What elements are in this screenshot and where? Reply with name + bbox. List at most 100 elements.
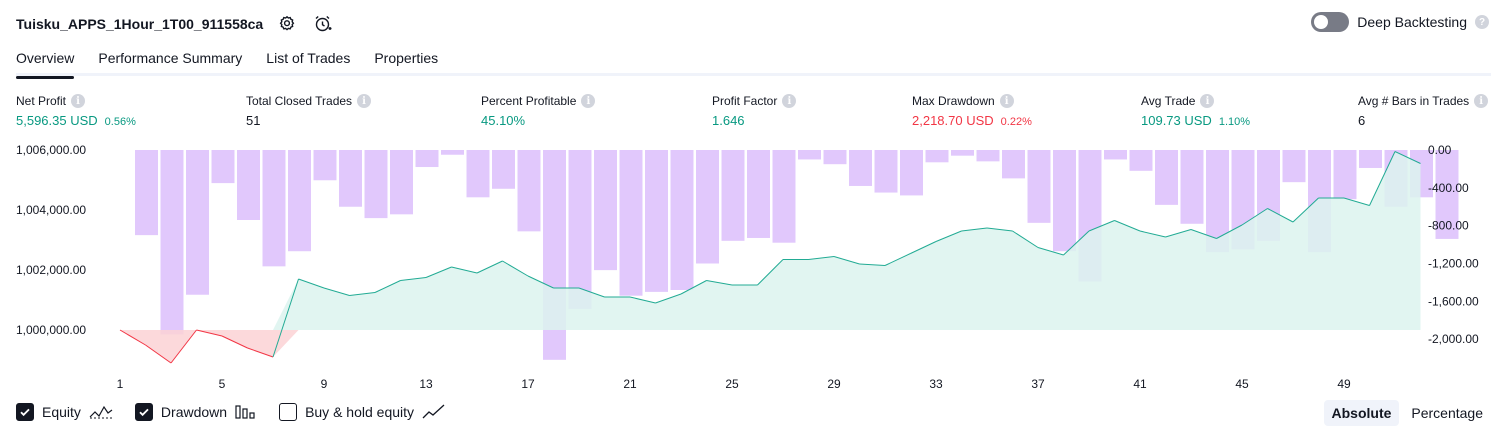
info-icon[interactable]: i: [782, 94, 797, 108]
drawdown-bar: [823, 150, 847, 165]
metric-avg-trade: Avg Trade i 109.73 USD 1.10%: [1141, 93, 1250, 128]
metric-label: Total Closed Trades: [246, 94, 353, 108]
metric-value: 1.646: [712, 113, 745, 128]
add-alert-clock-icon[interactable]: [311, 12, 335, 36]
equity-loss-area: [120, 330, 1421, 363]
drawdown-bar: [900, 150, 923, 196]
x-axis-tick-label: 33: [929, 377, 943, 391]
percentage-button[interactable]: Percentage: [1411, 405, 1483, 421]
metric-label: Profit Factor: [712, 94, 778, 108]
tab-list-of-trades[interactable]: List of Trades: [266, 50, 351, 66]
drawdown-bar: [1027, 150, 1051, 223]
drawdown-bar: [364, 150, 388, 219]
drawdown-bar: [441, 150, 464, 155]
info-icon[interactable]: i: [71, 94, 86, 108]
drawdown-bars-icon: [235, 404, 257, 420]
equity-line-segment: [910, 241, 937, 254]
equity-line-segment: [833, 256, 860, 265]
equity-line-segment: [170, 329, 197, 364]
checkmark-icon: [20, 408, 30, 417]
buy-hold-line-icon: [422, 404, 446, 420]
equity-line-segment: [1369, 151, 1396, 206]
drawdown-bar: [390, 150, 413, 215]
buy-hold-checkbox[interactable]: [279, 403, 298, 421]
metric-percent-profitable: Percent Profitable i 45.10%: [481, 93, 596, 128]
drawdown-bar: [313, 150, 337, 181]
drawdown-bar: [135, 150, 158, 236]
drawdown-bar: [747, 150, 770, 238]
equity-checkbox[interactable]: [16, 403, 34, 421]
info-icon[interactable]: i: [999, 94, 1014, 108]
tab-performance-summary[interactable]: Performance Summary: [98, 50, 243, 66]
deep-backtesting-toggle[interactable]: [1311, 12, 1350, 32]
metric-value: 51: [246, 113, 261, 128]
settings-gear-icon[interactable]: [275, 12, 299, 36]
equity-line-segment: [476, 260, 503, 274]
metric-total-closed-trades: Total Closed Trades i 51: [246, 93, 372, 128]
equity-line-icon: [89, 404, 113, 420]
metric-label: Percent Profitable: [481, 94, 577, 108]
x-axis-tick-label: 41: [1133, 377, 1147, 391]
drawdown-bar: [670, 150, 694, 290]
metric-percent: 1.10%: [1218, 116, 1251, 128]
equity-line-segment: [119, 329, 146, 346]
drawdown-checkbox[interactable]: [134, 403, 153, 421]
equity-line-segment: [1114, 220, 1141, 232]
metric-percent: 0.22%: [1000, 116, 1032, 128]
equity-drawdown-chart[interactable]: 1,006,000.00 1,004,000.00 1,002,000.00 1,00…: [0, 140, 1507, 396]
equity-line-segment: [1139, 230, 1166, 238]
legend-drawdown[interactable]: Drawdown: [134, 403, 257, 421]
metric-label: Net Profit: [16, 94, 67, 108]
metric-profit-factor: Profit Factor i 1.646: [712, 93, 797, 128]
equity-line-segment: [629, 296, 656, 304]
drawdown-bar: [237, 150, 260, 220]
info-icon[interactable]: i: [581, 94, 596, 108]
legend-equity-label: Equity: [42, 404, 81, 420]
equity-line-segment: [196, 329, 223, 337]
equity-line-segment: [884, 253, 911, 266]
tab-properties[interactable]: Properties: [374, 50, 439, 66]
equity-line-segment: [323, 287, 350, 296]
metric-value: 6: [1358, 113, 1366, 128]
equity-line-segment: [757, 259, 784, 286]
metric-value: 2,218.70 USD: [912, 113, 994, 128]
equity-line-segment: [247, 347, 274, 358]
drawdown-bar: [772, 150, 796, 243]
drawdown-bar: [976, 150, 1000, 162]
x-axis-tick-label: 9: [321, 377, 328, 391]
left-axis-tick-label: 1,002,000.00: [16, 263, 86, 277]
drawdown-bar: [492, 150, 515, 189]
legend-equity[interactable]: Equity: [16, 403, 113, 421]
equity-line-segment: [961, 227, 988, 232]
equity-line-segment: [706, 280, 733, 286]
info-icon[interactable]: i: [1200, 94, 1215, 108]
legend-buy-hold[interactable]: Buy & hold equity: [279, 403, 446, 421]
equity-line-segment: [400, 277, 427, 281]
drawdown-bar: [849, 150, 872, 186]
strategy-header: Tuisku_APPS_1Hour_1T00_911558ca: [16, 12, 335, 36]
info-icon[interactable]: i: [357, 94, 372, 108]
equity-line-segment: [1088, 220, 1115, 232]
metric-label: Avg # Bars in Trades: [1358, 94, 1470, 108]
equity-line-segment: [1267, 208, 1294, 223]
right-axis-tick-label: -1,600.00: [1428, 294, 1479, 308]
deep-backtesting-control: Deep Backtesting ?: [1311, 12, 1489, 32]
right-axis-tick-label: 0.00: [1428, 143, 1452, 157]
drawdown-bar: [186, 150, 209, 295]
equity-line-segment: [1063, 230, 1090, 256]
equity-line-segment: [502, 260, 529, 277]
absolute-button[interactable]: Absolute: [1323, 400, 1400, 426]
drawdown-bar: [568, 150, 592, 309]
right-axis-tick-label: -2,000.00: [1428, 332, 1479, 346]
report-tabs: Overview Performance Summary List of Tra…: [16, 44, 1491, 79]
x-axis-tick-label: 49: [1337, 377, 1351, 391]
equity-line-segment: [1190, 229, 1217, 239]
drawdown-bar: [721, 150, 745, 241]
equity-profit-area: [120, 151, 1421, 330]
x-axis-tick-label: 37: [1031, 377, 1045, 391]
drawdown-bar: [415, 150, 439, 168]
x-axis-tick-label: 45: [1235, 377, 1249, 391]
info-icon[interactable]: i: [1474, 94, 1489, 108]
help-icon[interactable]: ?: [1475, 15, 1489, 29]
tab-overview[interactable]: Overview: [16, 44, 75, 79]
